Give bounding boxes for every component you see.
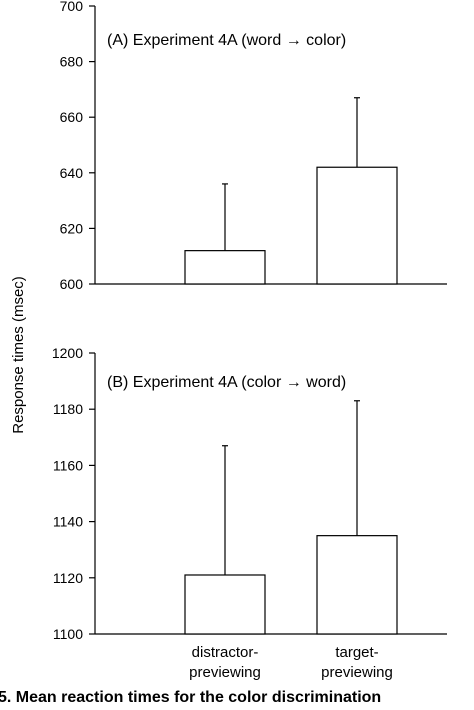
y-tick-label: 680 [60, 54, 84, 70]
y-tick-label: 1120 [53, 570, 83, 586]
bar [184, 250, 266, 285]
x-category-label: distractor-previewing [189, 644, 261, 681]
y-tick-label: 700 [60, 0, 84, 14]
y-tick-label: 600 [60, 276, 84, 292]
y-tick-label: 660 [60, 109, 84, 125]
y-axis-label: Response times (msec) [10, 276, 27, 434]
y-tick-label: 1100 [53, 626, 83, 642]
bar [316, 166, 398, 285]
y-tick-label: 620 [60, 220, 84, 236]
panel-title: (A) Experiment 4A (word → color) [107, 32, 346, 49]
bar [184, 574, 266, 635]
panel-b-chart: 1100 1120 1140 1160 1180 1200 (B) Experiment 4… [52, 345, 447, 681]
x-category-label: target-previewing [321, 644, 393, 681]
y-tick-label: 1160 [53, 457, 83, 473]
y-tick-label: 1200 [52, 345, 83, 361]
y-tick-label: 640 [60, 165, 84, 181]
figure-caption: 5. Mean reaction times for the color dis… [0, 689, 381, 706]
panel-title: (B) Experiment 4A (color → word) [107, 374, 346, 391]
panel-a-chart: 600 620 640 660 680 700 (A) Experiment 4A (wor… [60, 0, 447, 292]
bar [316, 535, 398, 635]
y-tick-label: 1140 [53, 514, 83, 530]
y-tick-label: 1180 [53, 401, 83, 417]
